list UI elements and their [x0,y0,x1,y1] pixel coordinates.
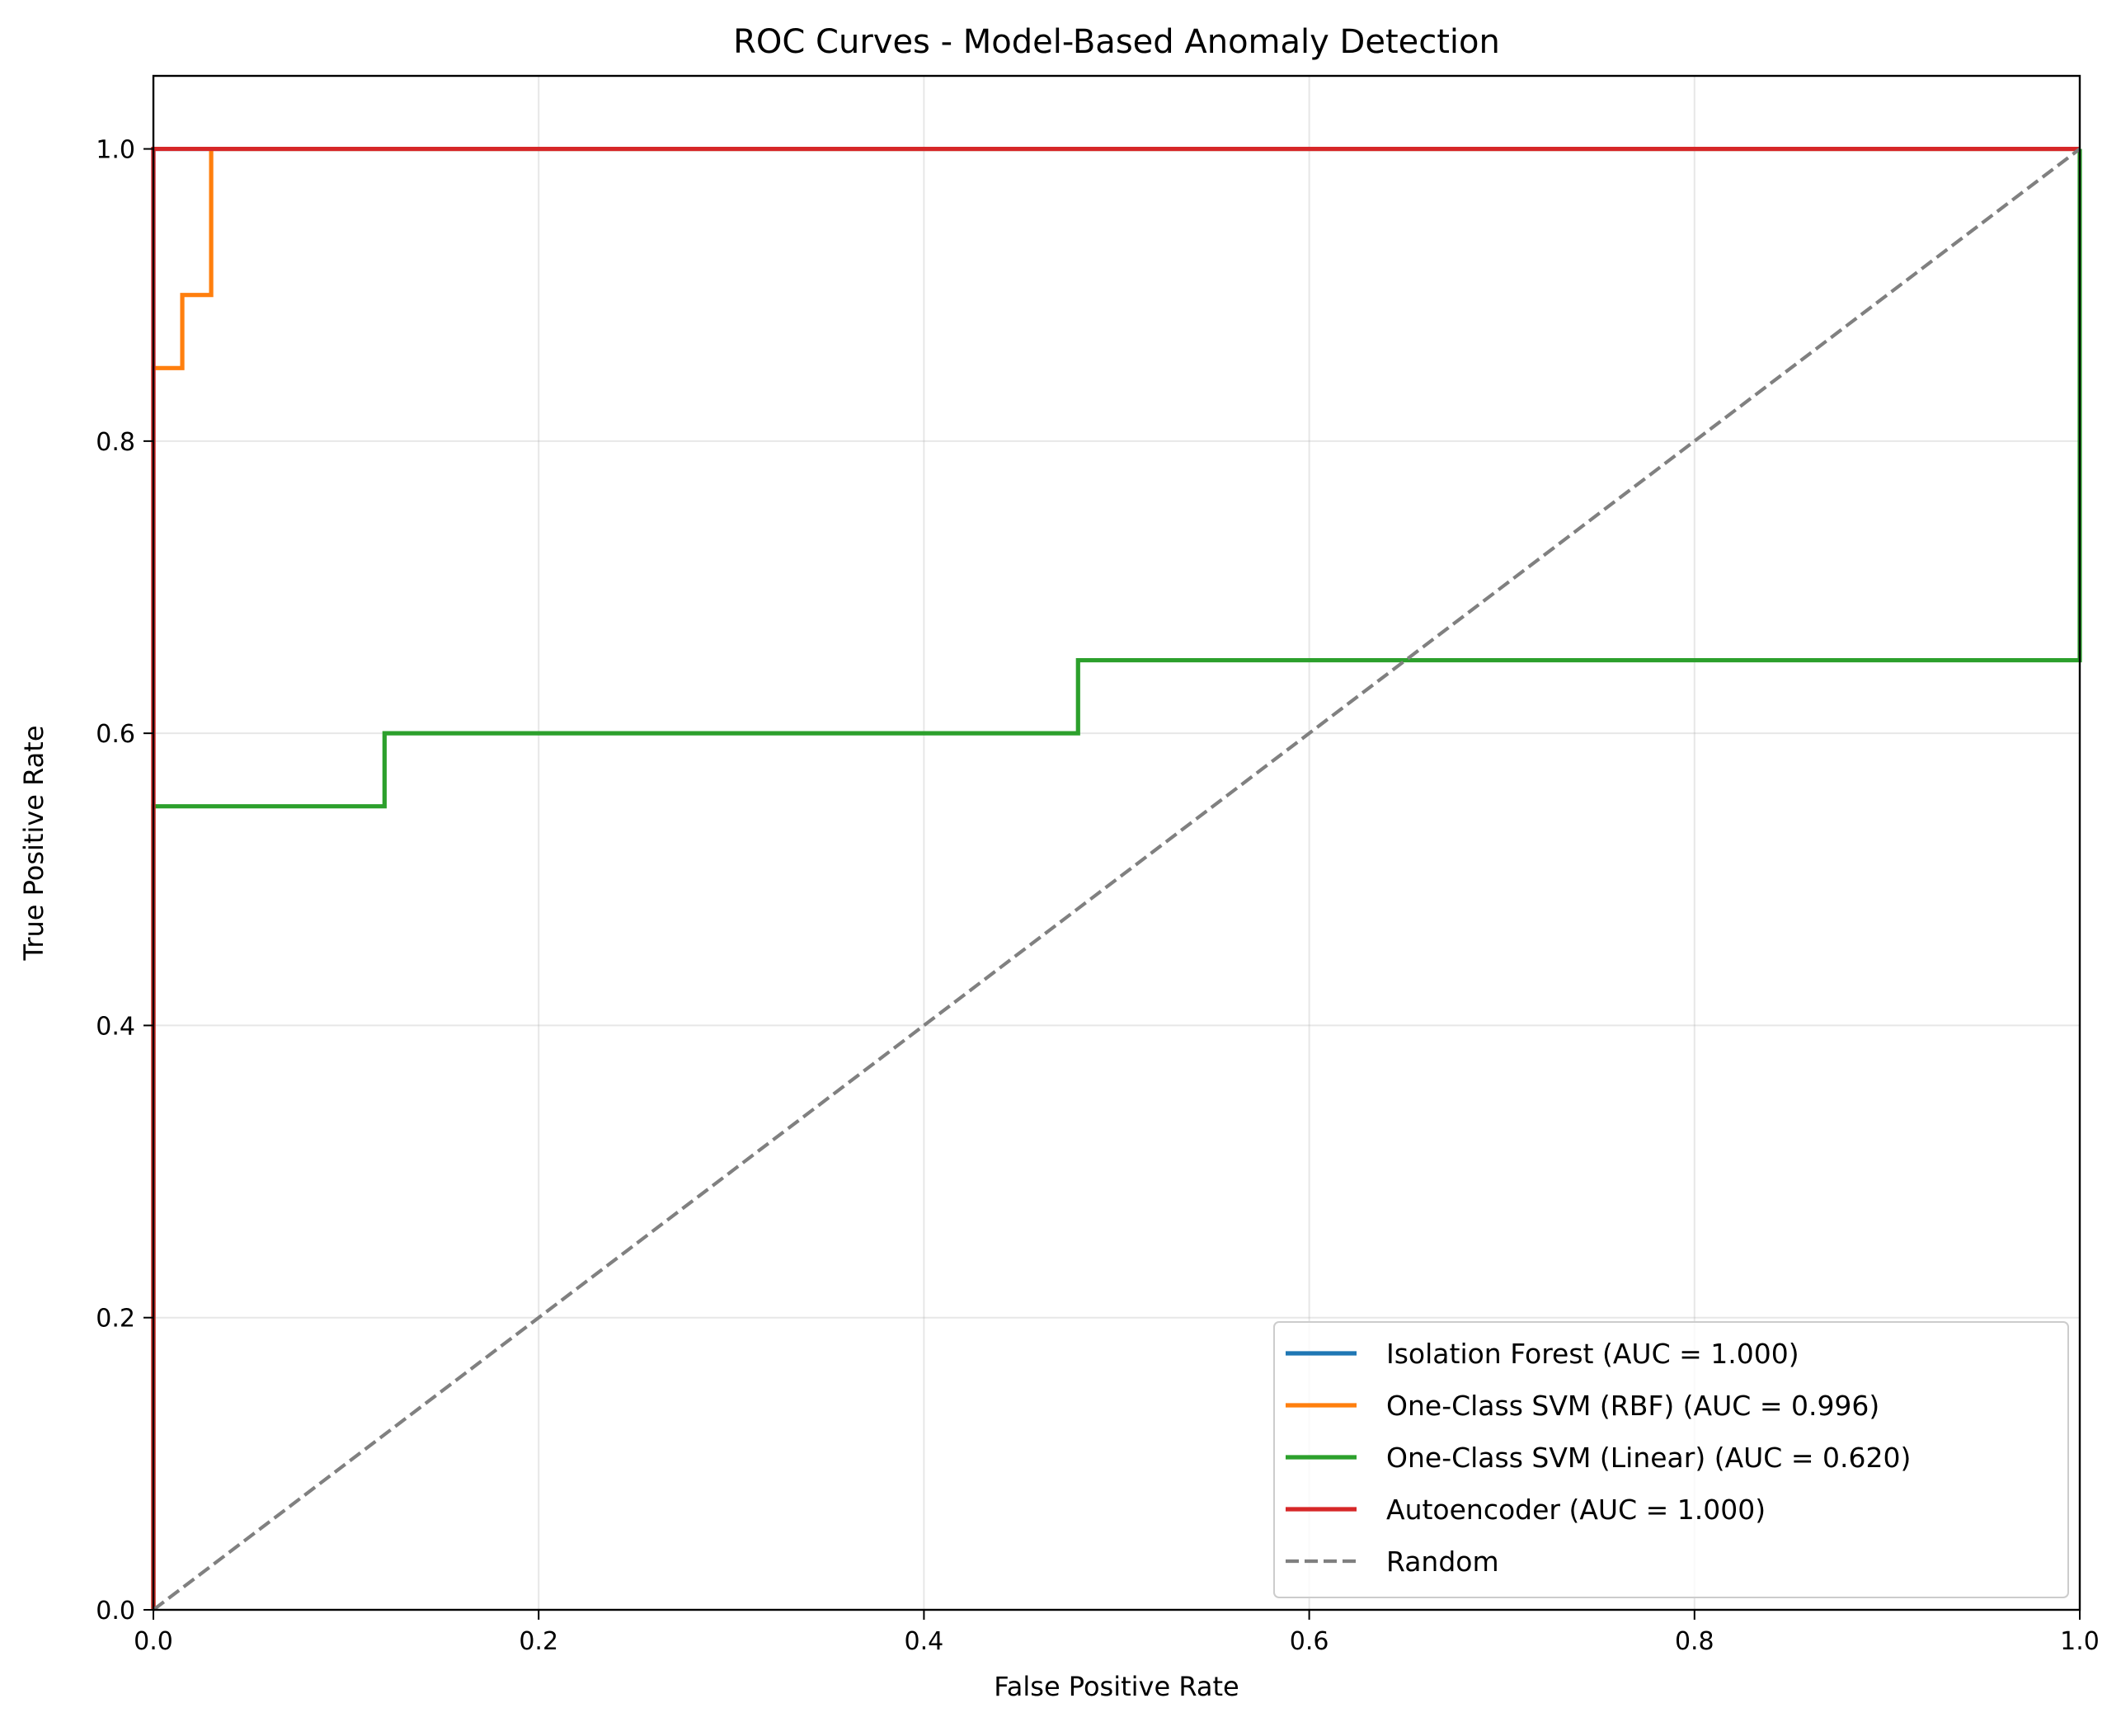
x-axis-label: False Positive Rate [994,1671,1239,1702]
legend-label-0: Isolation Forest (AUC = 1.000) [1386,1338,1799,1370]
x-tick-label: 1.0 [2060,1627,2100,1656]
legend-label-1: One-Class SVM (RBF) (AUC = 0.996) [1386,1390,1879,1422]
y-tick-label: 0.8 [96,428,135,457]
series-line-4 [152,147,2081,1611]
legend-label-2: One-Class SVM (Linear) (AUC = 0.620) [1386,1442,1911,1474]
grid-lines [153,76,2081,1611]
x-tick-label: 0.6 [1290,1627,1329,1656]
y-axis-label: True Positive Rate [18,725,49,961]
x-tick-label: 0.0 [134,1627,173,1656]
y-tick-label: 1.0 [96,136,135,165]
y-tick-label: 0.2 [96,1305,135,1334]
legend: Isolation Forest (AUC = 1.000) One-Class … [1273,1321,2069,1598]
legend-label-3: Autoencoder (AUC = 1.000) [1386,1494,1766,1526]
x-tick-label: 0.8 [1675,1627,1714,1656]
y-tick-label: 0.0 [96,1597,135,1625]
x-tick-label: 0.4 [905,1627,944,1656]
legend-label-4: Random [1386,1545,1499,1578]
series-line-2 [151,148,2082,1610]
chart-title: ROC Curves - Model-Based Anomaly Detecti… [733,23,1500,61]
legend-box [1273,1321,2069,1598]
plot-frame [152,74,2081,1611]
y-tick-label: 0.4 [96,1012,135,1041]
x-tick-label: 0.2 [519,1627,558,1656]
y-tick-label: 0.6 [96,720,135,749]
axis-ticks: 0.0 0.2 0.4 0.6 0.8 1.0 0.0 0.2 0.4 0.6 0.8 1.0 [96,136,2100,1656]
